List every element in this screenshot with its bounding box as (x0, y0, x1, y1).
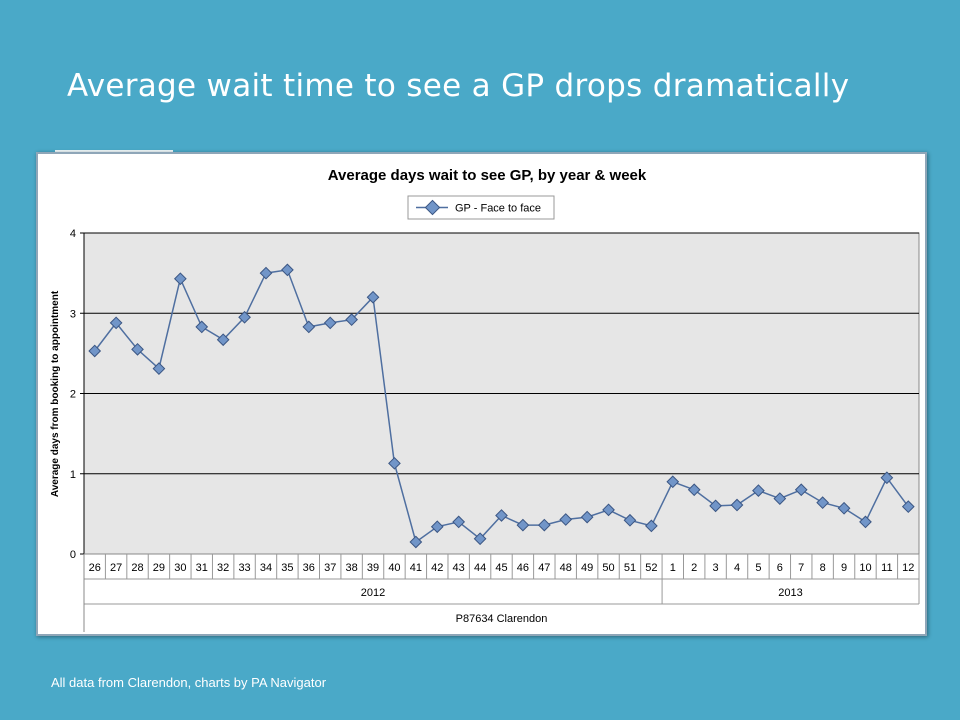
x-tick-label: 41 (410, 562, 422, 574)
x-tick-label: 4 (734, 562, 740, 574)
x-outer-group-label: P87634 Clarendon (456, 613, 548, 625)
data-point (452, 515, 466, 529)
x-tick-label: 48 (560, 562, 572, 574)
x-tick-label: 39 (367, 562, 379, 574)
x-tick-label: 43 (453, 562, 465, 574)
x-tick-label: 45 (495, 562, 507, 574)
data-point (409, 535, 423, 549)
data-point (109, 316, 123, 330)
x-tick-label: 33 (238, 562, 250, 574)
data-point (195, 320, 209, 334)
x-tick-label: 47 (538, 562, 550, 574)
x-tick-label: 36 (303, 562, 315, 574)
data-point (131, 342, 144, 356)
data-point (366, 290, 380, 304)
data-point (816, 496, 830, 510)
data-point (709, 499, 722, 513)
data-point (216, 333, 230, 347)
x-tick-label: 26 (89, 562, 101, 574)
y-tick-label: 2 (70, 389, 76, 401)
x-tick-label: 49 (581, 562, 593, 574)
x-tick-label: 9 (841, 562, 847, 574)
footer-note: All data from Clarendon, charts by PA Na… (51, 675, 327, 690)
x-tick-label: 37 (324, 562, 336, 574)
data-point (752, 484, 765, 497)
data-point (623, 513, 637, 527)
y-tick-label: 4 (70, 228, 76, 240)
x-tick-label: 40 (388, 562, 400, 574)
x-tick-label: 7 (798, 562, 804, 574)
chart-legend: GP - Face to face (407, 195, 555, 220)
data-point (602, 503, 615, 517)
data-point (345, 313, 358, 327)
data-point (281, 263, 294, 277)
data-point (645, 519, 658, 533)
x-tick-label: 46 (517, 562, 529, 574)
data-point (859, 515, 872, 529)
y-axis-label: Average days from booking to appointment (50, 290, 61, 497)
data-point (559, 513, 573, 526)
legend-marker (424, 199, 441, 216)
x-tick-label: 8 (820, 562, 826, 574)
x-group-label: 2012 (361, 587, 385, 599)
data-point (173, 272, 187, 286)
y-tick-label: 3 (70, 308, 76, 320)
x-tick-label: 34 (260, 562, 272, 574)
data-point (773, 492, 787, 505)
data-point (473, 532, 487, 546)
data-point (537, 518, 551, 532)
data-point (837, 501, 851, 515)
x-tick-label: 44 (474, 562, 486, 574)
data-point (302, 320, 316, 334)
chart-frame: Average days wait to see GP, by year & w… (36, 152, 927, 636)
x-tick-label: 3 (713, 562, 719, 574)
legend-label: GP - Face to face (455, 203, 541, 215)
data-point (388, 456, 401, 470)
x-tick-label: 38 (346, 562, 358, 574)
data-point (516, 518, 530, 532)
x-tick-label: 1 (670, 562, 676, 574)
data-point (495, 509, 508, 522)
x-tick-label: 11 (881, 562, 892, 574)
data-point (794, 483, 808, 497)
x-tick-label: 31 (196, 562, 208, 574)
x-tick-label: 27 (110, 562, 122, 574)
data-point (580, 510, 594, 524)
data-point (88, 344, 102, 358)
chart-svg: Average days wait to see GP, by year & w… (50, 167, 920, 632)
data-point (259, 266, 273, 280)
data-point (323, 316, 337, 330)
x-tick-label: 6 (777, 562, 783, 574)
x-tick-label: 2 (691, 562, 697, 574)
data-point (666, 475, 680, 489)
data-point (238, 310, 251, 324)
chart-title: Average days wait to see GP, by year & w… (328, 167, 647, 184)
x-tick-label: 50 (602, 562, 614, 574)
data-point (880, 471, 894, 485)
x-tick-label: 35 (281, 562, 293, 574)
x-tick-label: 28 (131, 562, 143, 574)
x-tick-label: 12 (902, 562, 914, 574)
x-tick-label: 29 (153, 562, 165, 574)
x-tick-label: 51 (624, 562, 636, 574)
x-tick-label: 30 (174, 562, 186, 574)
slide-title: Average wait time to see a GP drops dram… (67, 68, 850, 104)
x-tick-label: 10 (859, 562, 871, 574)
data-point (152, 362, 166, 375)
y-tick-label: 0 (70, 549, 76, 561)
x-tick-label: 42 (431, 562, 443, 574)
data-point (430, 520, 444, 534)
x-tick-label: 5 (755, 562, 761, 574)
x-tick-label: 32 (217, 562, 229, 574)
x-tick-label: 52 (645, 562, 657, 574)
decorative-line (55, 150, 173, 152)
data-point (901, 500, 915, 514)
data-point (687, 483, 701, 497)
data-point (730, 498, 744, 512)
x-group-label: 2013 (778, 587, 802, 599)
y-tick-label: 1 (70, 469, 76, 481)
